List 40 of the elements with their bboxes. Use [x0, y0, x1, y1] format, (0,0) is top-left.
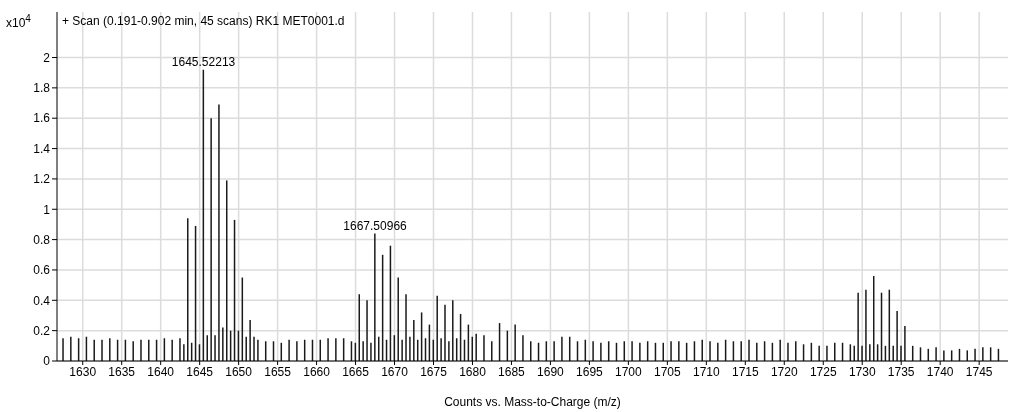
x-tick-label: 1680	[459, 364, 487, 379]
x-tick-label: 1655	[264, 364, 292, 379]
x-tick-label: 1630	[69, 364, 97, 379]
x-tick-label: 1720	[770, 364, 798, 379]
x-tick-label: 1665	[342, 364, 370, 379]
y-tick-label: 0.2	[33, 323, 51, 338]
x-axis-title: Counts vs. Mass-to-Charge (m/z)	[444, 395, 621, 409]
y-axis-title: x10$^{4}$	[6, 13, 31, 30]
y-tick-label: 0	[43, 354, 51, 369]
y-tick-label: 0.8	[33, 232, 51, 247]
x-tick-label: 1670	[381, 364, 409, 379]
y-tick-label: 1.8	[33, 81, 51, 96]
y-tick-label: 1.6	[33, 111, 51, 126]
y-tick-label: 0.4	[33, 293, 51, 308]
x-tick-label: 1695	[576, 364, 604, 379]
y-tick-label: 0.6	[33, 263, 51, 278]
x-tick-label: 1690	[537, 364, 565, 379]
chart-title: + Scan (0.191-0.902 min, 45 scans) RK1 MET0001.d	[62, 14, 345, 28]
x-tick-label: 1635	[108, 364, 136, 379]
x-tick-label: 1700	[615, 364, 643, 379]
y-tick-label: 2	[43, 50, 51, 65]
x-tick-label: 1725	[809, 364, 837, 379]
x-tick-label: 1740	[926, 364, 954, 379]
x-tick-label: 1660	[303, 364, 331, 379]
x-tick-label: 1710	[692, 364, 720, 379]
y-tick-label: 1.4	[33, 141, 51, 156]
x-tick-label: 1650	[225, 364, 253, 379]
y-tick-label: 1.2	[33, 172, 51, 187]
x-tick-label: 1685	[498, 364, 526, 379]
annotation: 1645.52213	[171, 54, 236, 69]
annotation: 1667.50966	[343, 218, 408, 233]
x-tick-label: 1705	[654, 364, 682, 379]
x-tick-label: 1715	[731, 364, 759, 379]
x-tick-label: 1640	[147, 364, 175, 379]
x-tick-label: 1645	[186, 364, 214, 379]
x-tick-label: 1745	[965, 364, 993, 379]
x-tick-label: 1730	[848, 364, 876, 379]
x-tick-label: 1735	[887, 364, 915, 379]
x-tick-label: 1675	[420, 364, 448, 379]
y-tick-label: 1	[43, 202, 51, 217]
